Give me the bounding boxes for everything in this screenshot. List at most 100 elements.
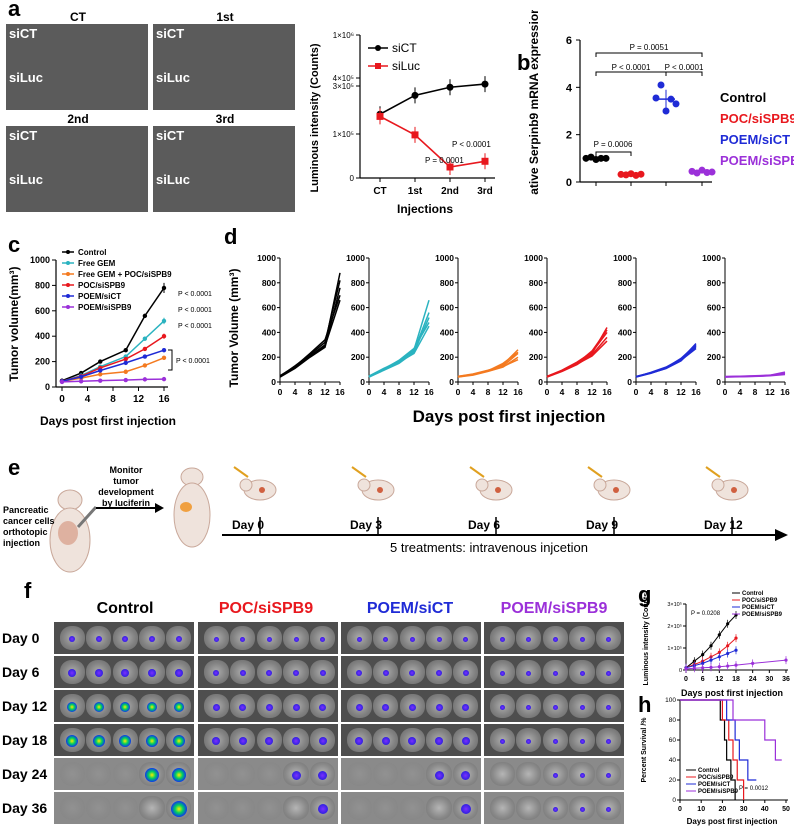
luminescence-signal	[92, 735, 105, 747]
x-tick-label: 0	[59, 394, 65, 405]
timeline-day-3: Day 9	[586, 518, 619, 532]
x-axis-label: Days post first injection	[40, 414, 176, 428]
tumor-spot	[259, 487, 265, 493]
luminescence-signal	[552, 738, 558, 744]
bioluminescence-image	[484, 792, 624, 824]
group-title-poem-sispb9: POEM/siSPB9	[500, 600, 608, 617]
day-label-3: Day 18	[2, 732, 48, 748]
mouse-silhouette	[489, 761, 515, 787]
luminescence-signal	[174, 669, 183, 677]
luminescence-signal	[292, 703, 300, 711]
luminescence-signal	[266, 670, 273, 676]
luminescence-signal	[579, 806, 585, 812]
mouse-silhouette	[346, 795, 372, 821]
luminescence-signal	[66, 735, 79, 747]
x-tick-label: 0	[723, 387, 728, 397]
luminescence-signal	[409, 670, 416, 676]
bioluminescence-image	[198, 792, 338, 824]
p-value-poem-sict-vs-sispb9: P < 0.0001	[665, 63, 704, 72]
panel-label-a: a	[8, 0, 21, 21]
bioluminescence-image	[198, 622, 338, 654]
luminescence-signal	[145, 768, 159, 782]
mouse-silhouette	[373, 795, 399, 821]
x-tick-label: 4	[85, 394, 91, 405]
y-tick-label: 3×10⁵	[667, 601, 682, 608]
mouse-head	[593, 478, 607, 492]
individual-curve	[635, 347, 697, 378]
bioluminescence-image-2nd	[6, 126, 148, 212]
legend-label: Control	[742, 591, 764, 597]
y-tick-label: 600	[707, 303, 721, 313]
luminescence-signal	[213, 670, 220, 676]
data-point	[652, 94, 660, 102]
survival-curve	[680, 699, 757, 781]
monitor-text: Monitor tumor development by luciferin	[98, 465, 154, 508]
y-tick-label: 40	[669, 757, 677, 764]
syringe	[705, 466, 721, 478]
luminescence-signal	[173, 702, 184, 712]
legend-marker	[66, 294, 70, 298]
luminescence-signal	[434, 770, 444, 780]
panel-label-c: c	[8, 232, 21, 257]
luminescence-signal	[552, 806, 558, 812]
y-tick-label: 1000	[524, 253, 543, 263]
luminescence-signal	[147, 702, 157, 712]
mouse-illustration	[469, 466, 513, 535]
data-point	[142, 354, 148, 359]
x-tick-label: 0	[456, 387, 461, 397]
image-title-2nd: 2nd	[67, 112, 89, 126]
x-tick-label: 4	[471, 387, 476, 397]
luminescence-signal	[461, 770, 471, 780]
y-axis-label: Tumor Volume (mm³)	[227, 269, 241, 388]
individual-curve	[546, 329, 608, 378]
x-tick-label: 3rd	[477, 186, 493, 197]
panel-label-b: b	[517, 50, 531, 75]
data-point	[142, 363, 148, 368]
individual-curve	[546, 327, 608, 378]
luminescence-signal	[499, 636, 505, 642]
bioluminescence-image-ct	[6, 24, 148, 110]
luminescence-signal	[175, 636, 182, 642]
luminescence-signal	[265, 703, 273, 711]
y-tick-label: 200	[262, 352, 276, 362]
mouse-silhouette	[59, 761, 85, 787]
legend-label: POC/siSPB9	[742, 598, 778, 604]
legend-poem-sict: POEM/siCT	[720, 132, 790, 147]
y-tick-label: 600	[262, 303, 276, 313]
legend-marker	[66, 261, 70, 265]
x-tick-label: 6	[701, 676, 705, 683]
x-tick-label: 12	[133, 394, 145, 405]
mouse-silhouette	[86, 761, 112, 787]
y-tick-label: 200	[618, 352, 632, 362]
y-tick-label: 1×10⁵	[333, 130, 354, 139]
x-tick-label: 20	[719, 806, 727, 813]
luminescence-signal	[579, 772, 585, 778]
y-tick-label: 200	[35, 357, 50, 367]
luminescence-signal	[293, 670, 299, 676]
mouse-silhouette	[516, 761, 542, 787]
y-tick-label: 400	[440, 327, 454, 337]
y-axis-label: Percent Survival /%	[641, 717, 648, 783]
data-point	[78, 374, 84, 380]
luminescence-signal	[120, 702, 131, 712]
survival-curve	[680, 699, 745, 800]
legend-label: Free GEM + POC/siSPB9	[78, 270, 172, 279]
mouse-silhouette	[346, 761, 372, 787]
luminescence-signal	[552, 636, 558, 642]
y-tick-label: 800	[529, 278, 543, 288]
y-tick-label: 0	[350, 174, 355, 183]
y-tick-label: 800	[707, 278, 721, 288]
x-tick-label: 16	[780, 387, 790, 397]
x-tick-label: 12	[676, 387, 686, 397]
luminescence-signal	[499, 704, 505, 710]
individual-curve	[368, 317, 430, 378]
luminescence-signal	[172, 735, 185, 747]
x-tick-label: 30	[740, 806, 748, 813]
luminescence-signal	[461, 737, 470, 745]
x-tick-label: 4	[738, 387, 743, 397]
